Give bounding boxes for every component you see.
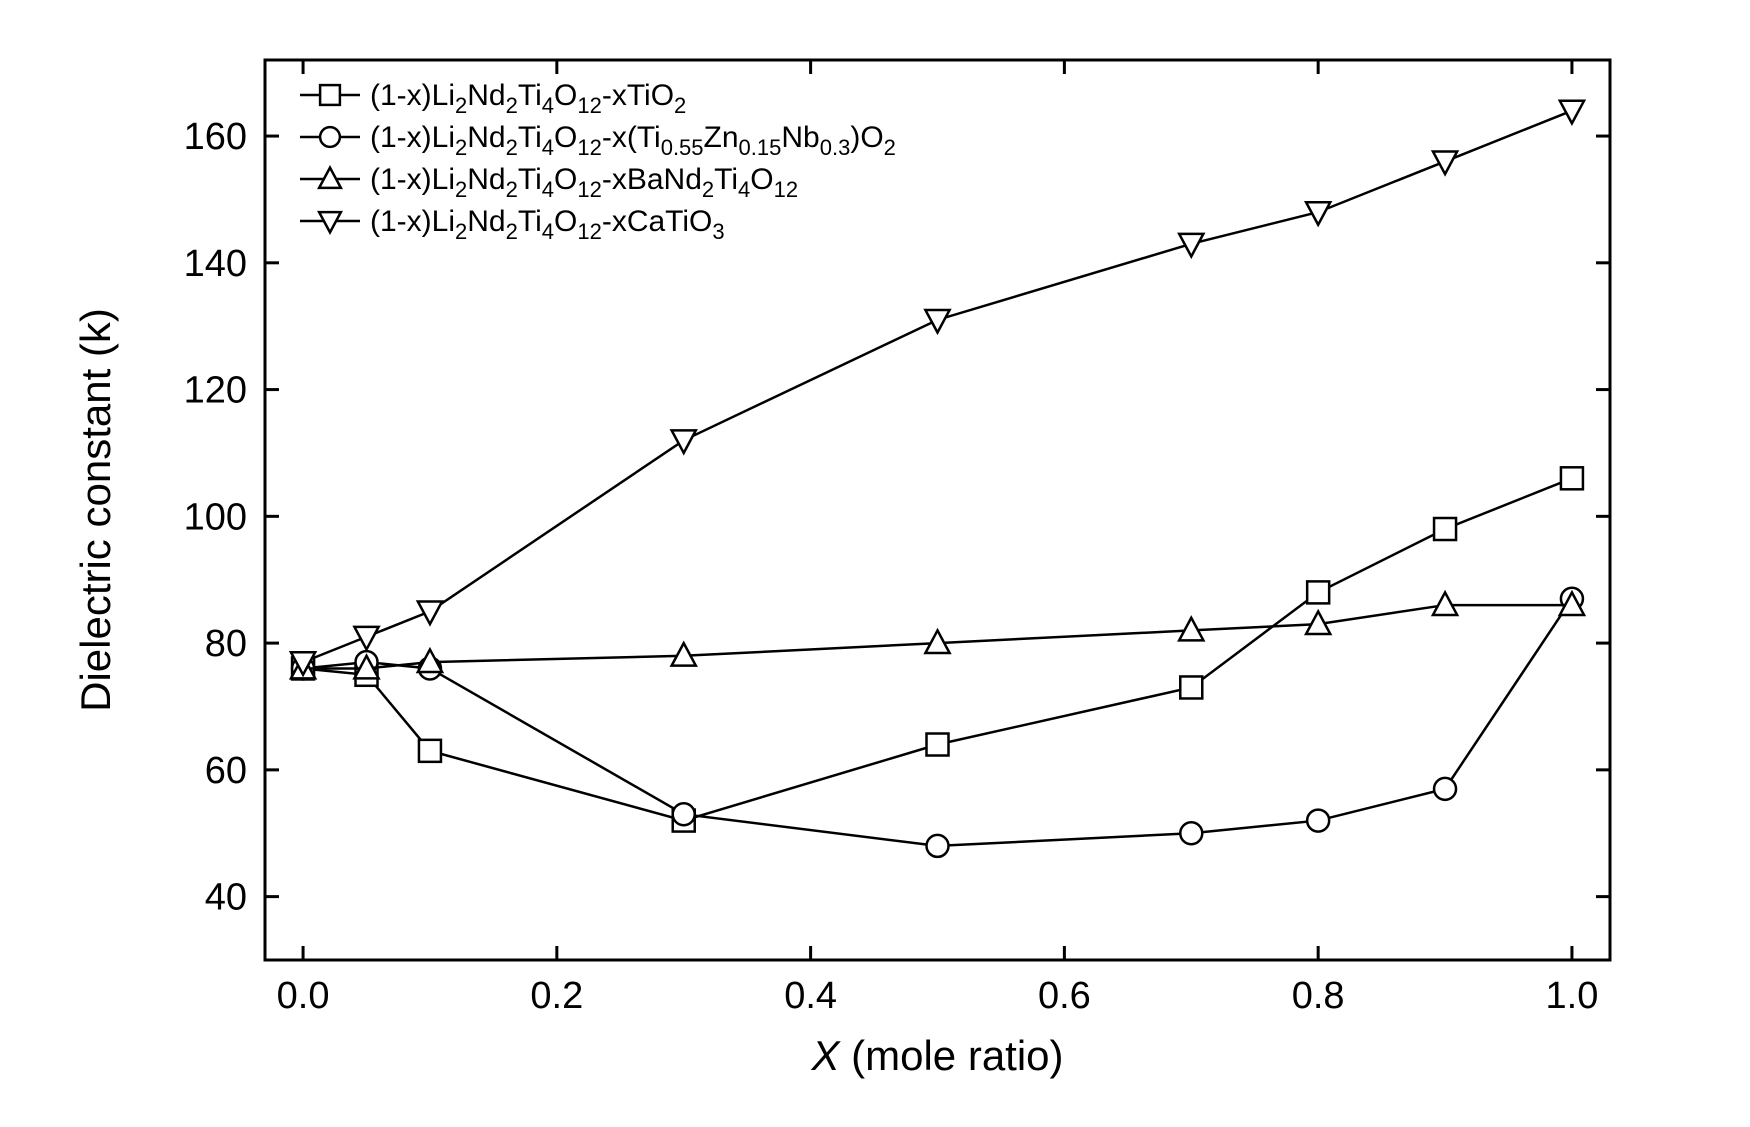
ytick-label: 100 — [184, 496, 247, 538]
ytick-label: 120 — [184, 370, 247, 412]
legend-label: (1-x)Li2Nd2Ti4O12-xCaTiO3 — [370, 205, 725, 244]
series-triangle-up — [291, 592, 1584, 678]
xtick-label: 0.4 — [784, 975, 837, 1017]
legend-label: (1-x)Li2Nd2Ti4O12-xTiO2 — [370, 79, 686, 118]
xtick-label: 0.6 — [1038, 975, 1091, 1017]
legend-label: (1-x)Li2Nd2Ti4O12-x(Ti0.55Zn0.15Nb0.3)O2 — [370, 121, 896, 160]
ytick-label: 60 — [205, 750, 247, 792]
ytick-label: 160 — [184, 116, 247, 158]
ytick-label: 80 — [205, 623, 247, 665]
legend-row-triangle-up: (1-x)Li2Nd2Ti4O12-xBaNd2Ti4O12 — [300, 163, 798, 202]
xtick-label: 1.0 — [1546, 975, 1599, 1017]
legend-row-circle: (1-x)Li2Nd2Ti4O12-x(Ti0.55Zn0.15Nb0.3)O2 — [300, 121, 896, 160]
legend-label: (1-x)Li2Nd2Ti4O12-xBaNd2Ti4O12 — [370, 163, 798, 202]
dielectric-chart: 0.0 0.2 0.4 0.6 0.8 1.0 40 60 80 100 120 140 160 Diel… — [0, 0, 1750, 1127]
legend-row-square: (1-x)Li2Nd2Ti4O12-xTiO2 — [300, 79, 686, 118]
ytick-label: 40 — [205, 877, 247, 919]
xtick-label: 0.2 — [530, 975, 583, 1017]
chart-container: 0.0 0.2 0.4 0.6 0.8 1.0 40 60 80 100 120 140 160 Diel… — [0, 0, 1750, 1127]
ylabel: Dielectric constant (k) — [72, 308, 119, 712]
xtick-label: 0.8 — [1292, 975, 1345, 1017]
xlabel: X (mole ratio) — [810, 1032, 1063, 1079]
ytick-label: 140 — [184, 243, 247, 285]
xtick-label: 0.0 — [277, 975, 330, 1017]
legend-row-triangle-down: (1-x)Li2Nd2Ti4O12-xCaTiO3 — [300, 205, 725, 244]
